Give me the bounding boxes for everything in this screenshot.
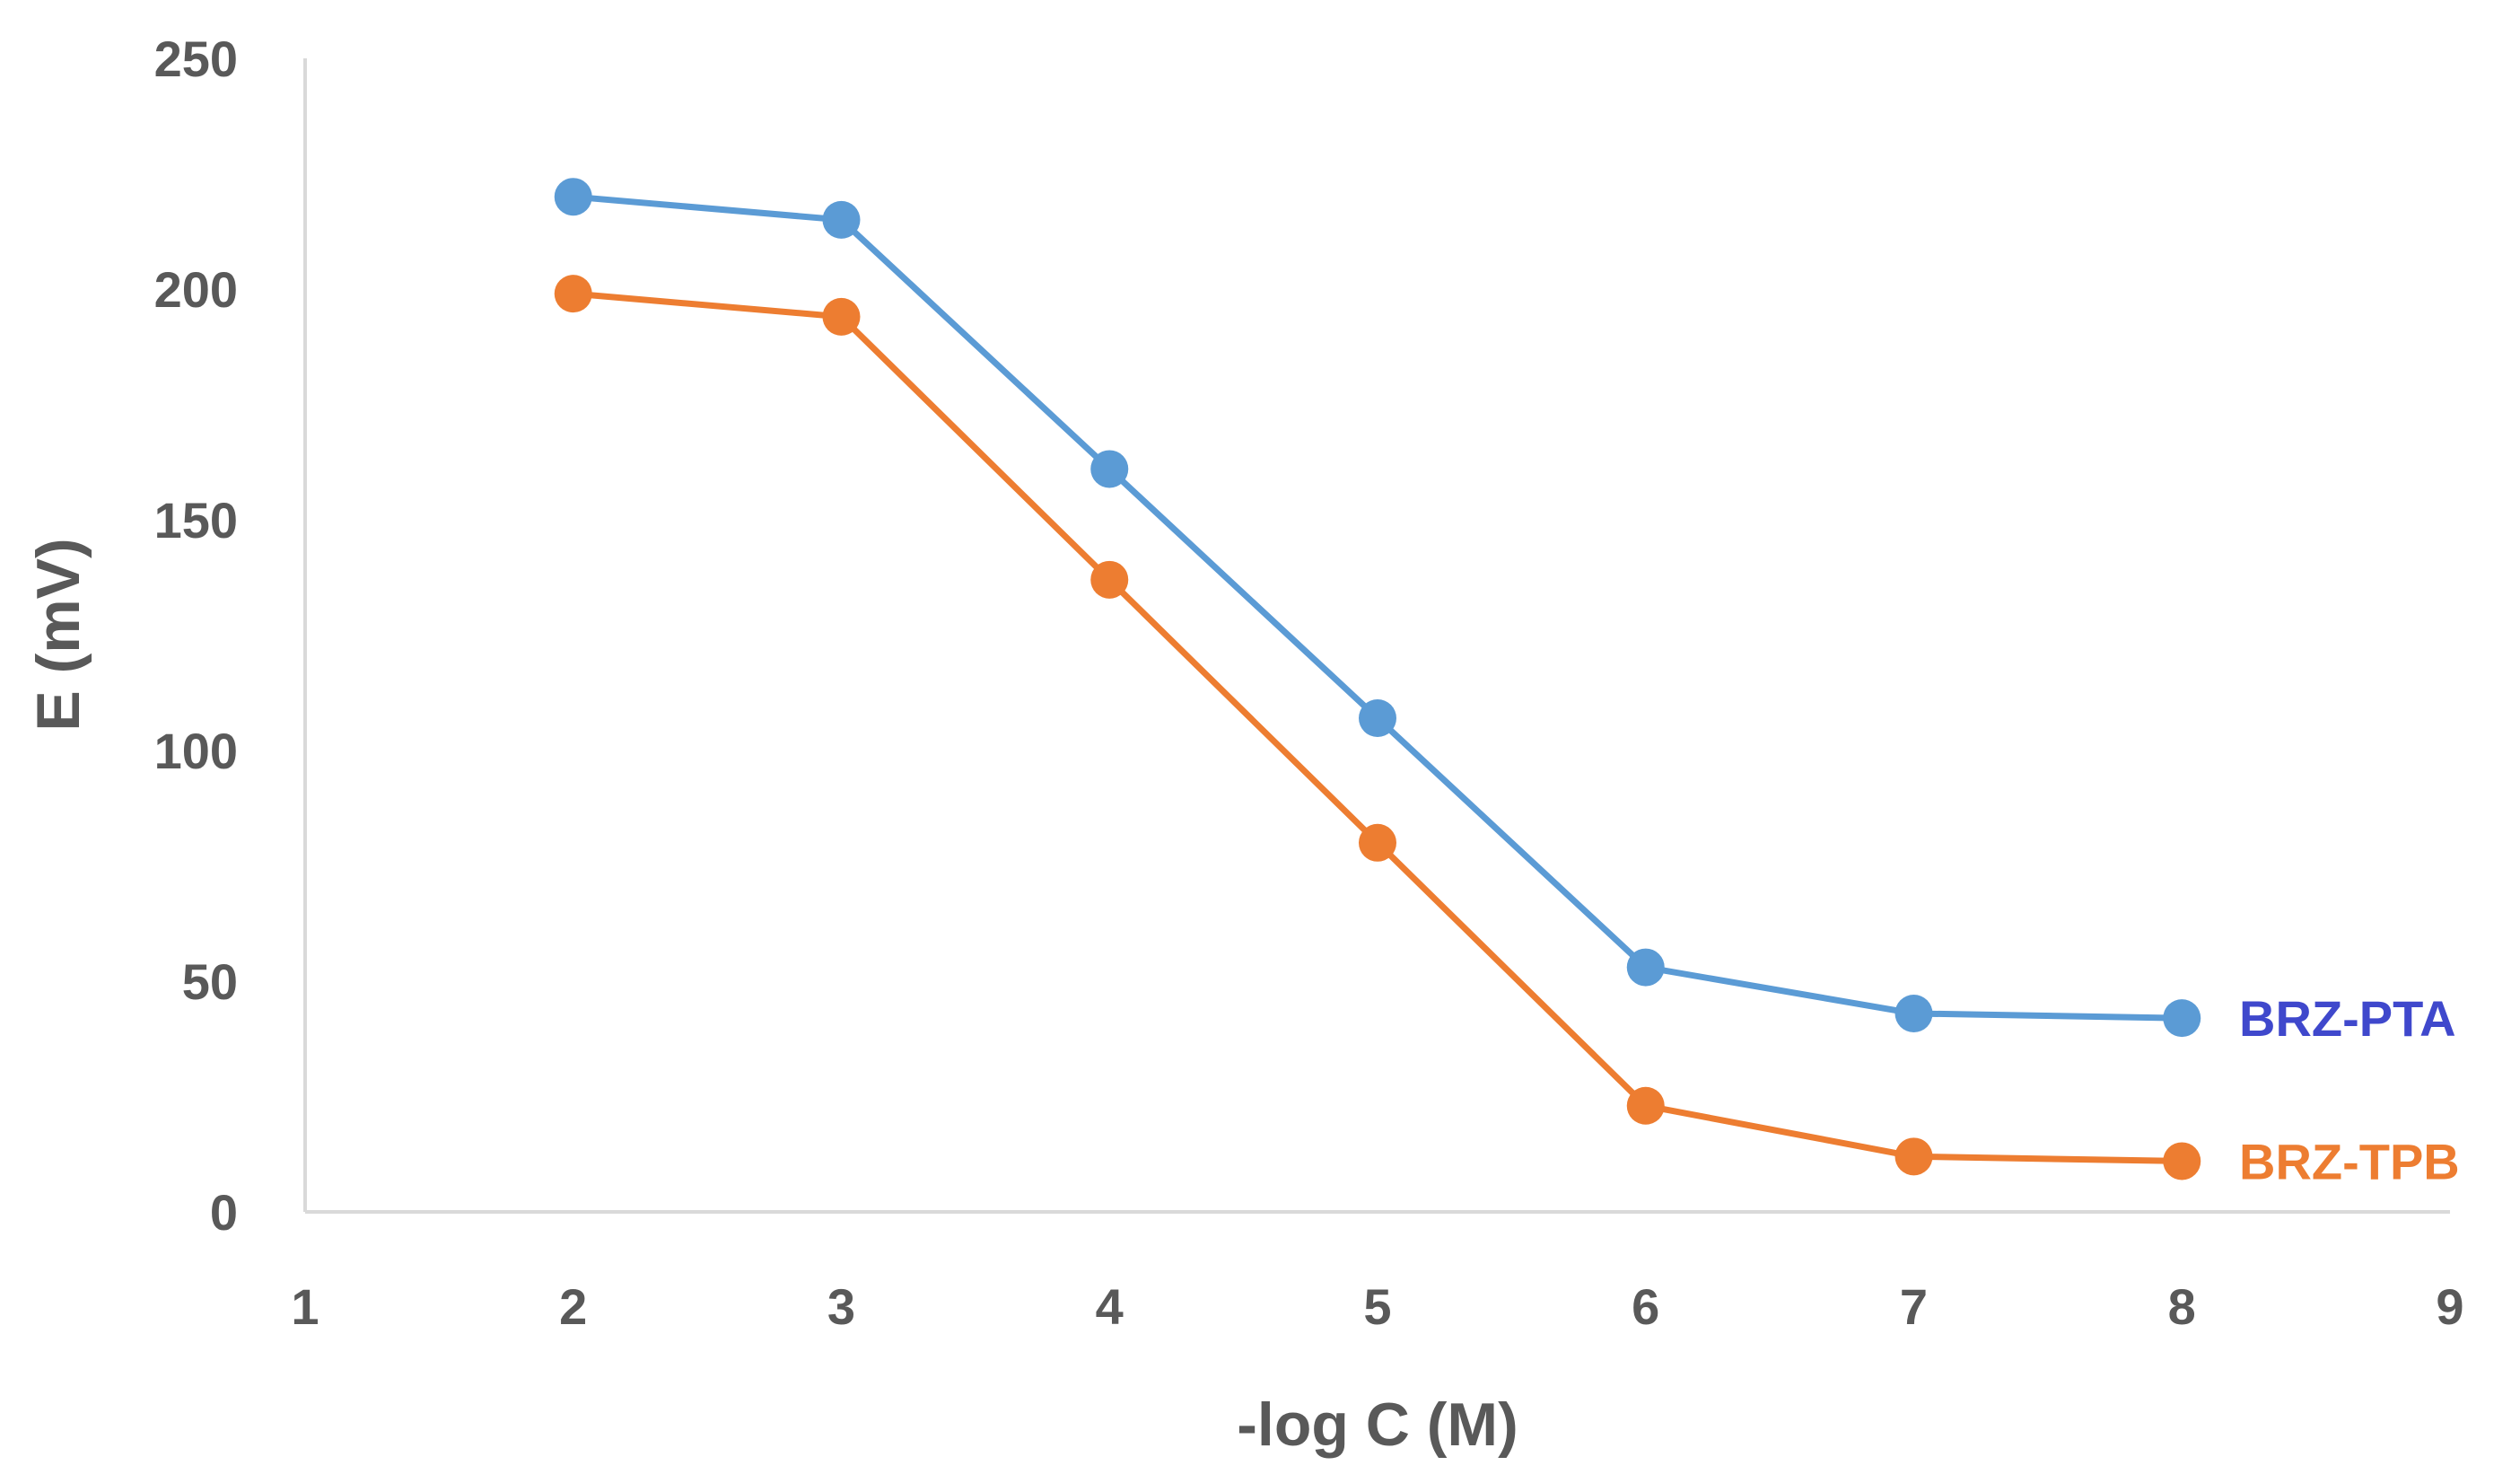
series-line-brz-pta bbox=[570, 193, 2185, 1022]
y-tick-label: 0 bbox=[210, 1184, 238, 1241]
data-point-brz-tpb bbox=[554, 275, 592, 313]
series-labels: BRZ-PTA BRZ-TPB bbox=[2239, 990, 2460, 1189]
series-label-brz-pta: BRZ-PTA bbox=[2239, 990, 2456, 1047]
data-point-brz-pta bbox=[554, 178, 592, 216]
series-points bbox=[554, 178, 2201, 1180]
y-tick-label: 150 bbox=[154, 492, 238, 548]
series-label-brz-tpb: BRZ-TPB bbox=[2239, 1133, 2460, 1189]
y-tick-labels: 0 50 100 150 200 250 bbox=[154, 31, 238, 1241]
plot-axes bbox=[303, 58, 2450, 1214]
data-point-brz-tpb bbox=[1894, 1137, 1933, 1176]
x-tick-label: 9 bbox=[2436, 1278, 2463, 1335]
x-tick-label: 7 bbox=[1900, 1278, 1928, 1335]
data-point-brz-tpb bbox=[822, 297, 861, 336]
data-point-brz-tpb bbox=[1090, 560, 1129, 599]
x-tick-label: 1 bbox=[291, 1278, 319, 1335]
data-point-brz-pta bbox=[1894, 994, 1933, 1032]
data-point-brz-tpb bbox=[1359, 823, 1396, 862]
y-tick-label: 250 bbox=[154, 31, 238, 87]
data-point-brz-pta bbox=[1090, 450, 1129, 488]
x-tick-label: 6 bbox=[1632, 1278, 1659, 1335]
x-tick-label: 3 bbox=[827, 1278, 855, 1335]
x-tick-labels: 1 2 3 4 5 6 7 8 9 bbox=[291, 1278, 2463, 1335]
data-point-brz-pta bbox=[2163, 999, 2201, 1038]
y-axis-title: E (mV) bbox=[24, 538, 92, 731]
x-tick-label: 4 bbox=[1096, 1278, 1124, 1335]
data-point-brz-pta bbox=[1359, 699, 1396, 738]
y-tick-label: 100 bbox=[154, 723, 238, 779]
x-axis-title: -log C (M) bbox=[1237, 1391, 1518, 1459]
x-tick-label: 8 bbox=[2168, 1278, 2196, 1335]
x-tick-label: 2 bbox=[559, 1278, 587, 1335]
series-lines bbox=[570, 193, 2185, 1164]
data-point-brz-tpb bbox=[2163, 1142, 2201, 1180]
x-tick-label: 5 bbox=[1363, 1278, 1391, 1335]
data-point-brz-pta bbox=[1626, 948, 1665, 987]
data-point-brz-pta bbox=[822, 200, 861, 239]
data-point-brz-tpb bbox=[1626, 1086, 1665, 1125]
y-tick-label: 200 bbox=[154, 261, 238, 318]
y-tick-label: 50 bbox=[182, 953, 238, 1010]
